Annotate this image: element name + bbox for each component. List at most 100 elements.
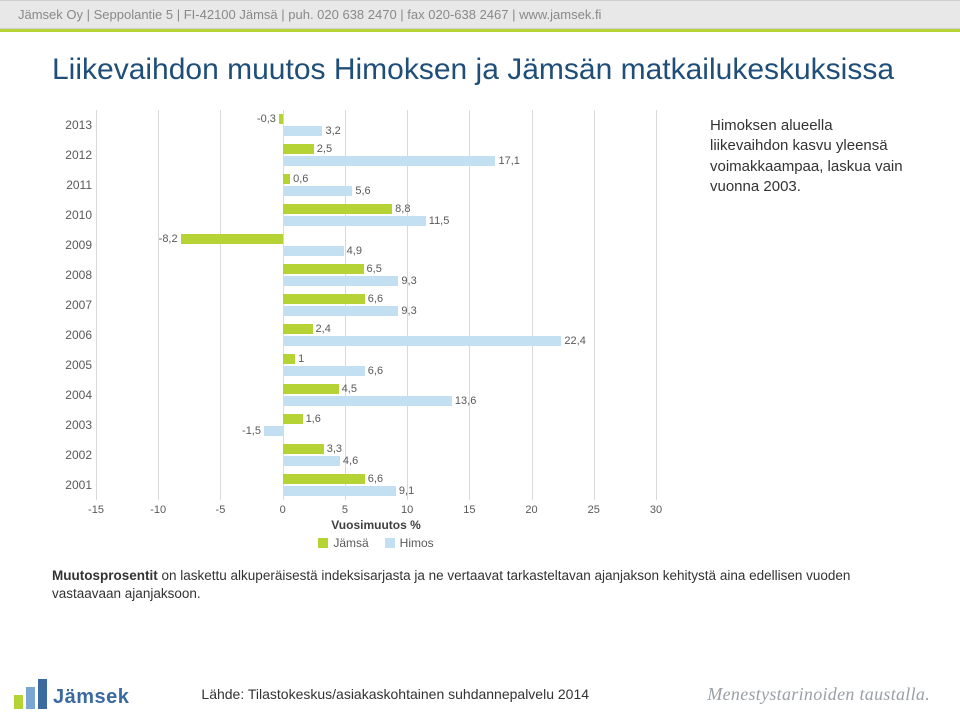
value-label: 0,6 xyxy=(293,174,308,184)
legend-item: Jämsä xyxy=(318,536,368,550)
value-label: 6,6 xyxy=(368,294,383,304)
bar xyxy=(283,414,303,424)
category-label: 2010 xyxy=(52,208,92,222)
banner-text: Jämsek Oy | Seppolantie 5 | FI-42100 Jäm… xyxy=(18,7,601,22)
bar xyxy=(283,216,426,226)
chart-row: 20023,34,6 xyxy=(96,440,656,470)
side-note: Himoksen alueella liikevaihdon kasvu yle… xyxy=(710,110,908,197)
category-label: 2009 xyxy=(52,238,92,252)
bar xyxy=(283,264,364,274)
chart-row: 2013-0,33,2 xyxy=(96,110,656,140)
footnote-lead: Muutosprosentit xyxy=(52,568,158,583)
value-label: -0,3 xyxy=(257,114,276,124)
bar xyxy=(283,294,365,304)
chart-container: 2013-0,33,220122,517,120110,65,620108,81… xyxy=(52,110,692,551)
bar xyxy=(283,246,344,256)
x-tick: 0 xyxy=(280,504,286,516)
chart-row: 20108,811,5 xyxy=(96,200,656,230)
value-label: 13,6 xyxy=(455,396,476,406)
legend: Jämsä Himos xyxy=(96,536,656,551)
x-tick: 5 xyxy=(342,504,348,516)
chart-row: 20062,422,4 xyxy=(96,320,656,350)
chart-row: 20110,65,6 xyxy=(96,170,656,200)
logo-bar xyxy=(14,695,23,709)
tagline: Menestystarinoiden taustalla. xyxy=(707,684,930,705)
legend-label: Himos xyxy=(400,536,434,550)
bar xyxy=(283,444,324,454)
bar xyxy=(283,396,452,406)
bar xyxy=(283,276,399,286)
value-label: 1 xyxy=(298,354,304,364)
value-label: 9,1 xyxy=(399,486,414,496)
value-label: 22,4 xyxy=(564,336,585,346)
legend-swatch xyxy=(318,538,328,548)
content-row: 2013-0,33,220122,517,120110,65,620108,81… xyxy=(52,110,908,551)
category-label: 2005 xyxy=(52,358,92,372)
value-label: 11,5 xyxy=(429,216,450,226)
category-label: 2011 xyxy=(52,178,92,192)
x-axis: -15-10-5051015202530 xyxy=(96,500,656,518)
x-tick: 15 xyxy=(463,504,475,516)
category-label: 2002 xyxy=(52,448,92,462)
category-label: 2003 xyxy=(52,418,92,432)
source-text: Lähde: Tilastokeskus/asiakaskohtainen su… xyxy=(129,686,707,702)
bar xyxy=(283,366,365,376)
x-tick: 20 xyxy=(525,504,537,516)
legend-swatch xyxy=(385,538,395,548)
accent-bar xyxy=(0,29,960,32)
logo-text: Jämsek xyxy=(53,686,129,709)
value-label: 5,6 xyxy=(355,186,370,196)
chart-row: 200516,6 xyxy=(96,350,656,380)
bar xyxy=(283,156,496,166)
bar xyxy=(283,336,562,346)
bar xyxy=(283,354,295,364)
category-label: 2004 xyxy=(52,388,92,402)
bar xyxy=(264,426,283,436)
category-label: 2013 xyxy=(52,118,92,132)
value-label: 2,4 xyxy=(316,324,331,334)
category-label: 2007 xyxy=(52,298,92,312)
value-label: 4,6 xyxy=(343,456,358,466)
category-label: 2008 xyxy=(52,268,92,282)
value-label: 4,5 xyxy=(342,384,357,394)
logo-bars xyxy=(14,679,47,709)
grid-line xyxy=(656,110,657,500)
x-tick: 25 xyxy=(588,504,600,516)
x-tick: -5 xyxy=(216,504,226,516)
x-tick: -10 xyxy=(150,504,166,516)
header-banner: Jämsek Oy | Seppolantie 5 | FI-42100 Jäm… xyxy=(0,0,960,29)
value-label: 8,8 xyxy=(395,204,410,214)
value-label: -1,5 xyxy=(242,426,261,436)
bar xyxy=(279,114,283,124)
chart-row: 20076,69,3 xyxy=(96,290,656,320)
value-label: 1,6 xyxy=(306,414,321,424)
bar xyxy=(181,234,283,244)
value-label: -8,2 xyxy=(159,234,178,244)
logo: Jämsek xyxy=(14,679,129,709)
logo-bar xyxy=(38,679,47,709)
x-tick: 10 xyxy=(401,504,413,516)
bar xyxy=(283,204,393,214)
bar xyxy=(283,306,399,316)
category-label: 2001 xyxy=(52,478,92,492)
legend-item: Himos xyxy=(385,536,434,550)
bar xyxy=(283,174,290,184)
page-title: Liikevaihdon muutos Himoksen ja Jämsän m… xyxy=(52,52,908,88)
legend-label: Jämsä xyxy=(333,536,368,550)
value-label: 9,3 xyxy=(401,306,416,316)
bar xyxy=(283,486,396,496)
bar xyxy=(283,126,323,136)
x-axis-title: Vuosimuutos % xyxy=(96,518,656,532)
category-label: 2012 xyxy=(52,148,92,162)
value-label: 9,3 xyxy=(401,276,416,286)
x-tick: 30 xyxy=(650,504,662,516)
chart-row: 20016,69,1 xyxy=(96,470,656,500)
footnote-rest: on laskettu alkuperäisestä indeksisarjas… xyxy=(52,568,850,601)
bar-chart: 2013-0,33,220122,517,120110,65,620108,81… xyxy=(52,110,692,551)
value-label: 4,9 xyxy=(347,246,362,256)
value-label: 3,2 xyxy=(325,126,340,136)
value-label: 17,1 xyxy=(498,156,519,166)
bar xyxy=(283,456,340,466)
value-label: 3,3 xyxy=(327,444,342,454)
plot-area: 2013-0,33,220122,517,120110,65,620108,81… xyxy=(96,110,656,500)
